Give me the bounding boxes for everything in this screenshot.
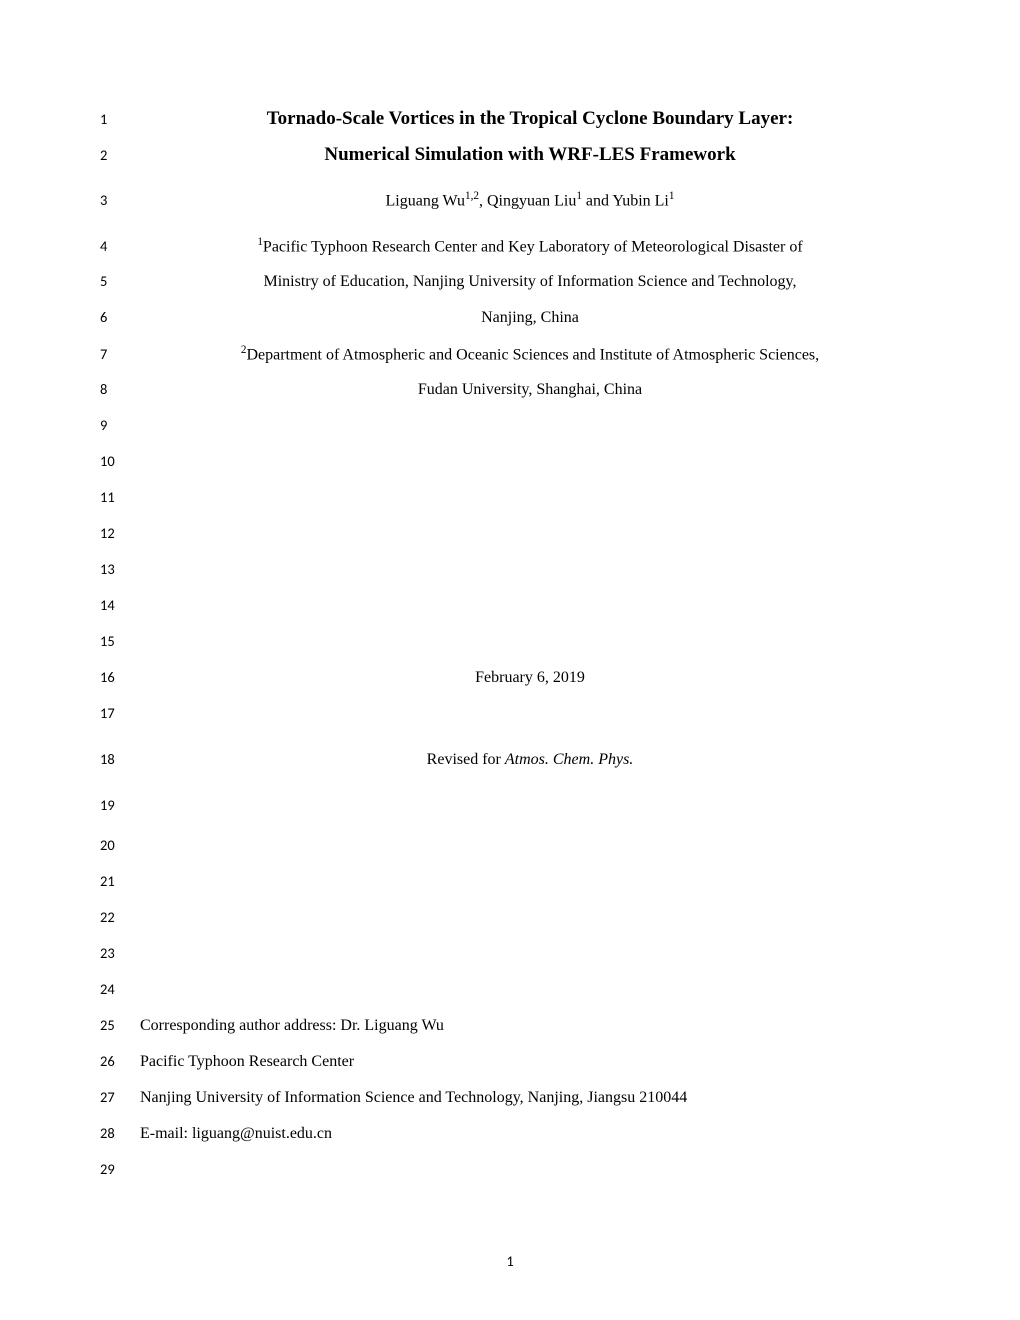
manuscript-line: 14 [100, 596, 920, 628]
manuscript-line: 3 Liguang Wu1,2, Qingyuan Liu 1 and Yubin… [100, 190, 920, 222]
manuscript-line: 16 February 6, 2019 [100, 668, 920, 700]
manuscript-line: 7 2Department of Atmospheric and Oceanic… [100, 344, 920, 376]
line-number: 4 [100, 237, 140, 255]
manuscript-line: 23 [100, 944, 920, 976]
date-line: February 6, 2019 [140, 669, 920, 687]
line-number: 19 [100, 796, 140, 814]
manuscript-line: 17 [100, 704, 920, 736]
manuscript-line: 27 Nanjing University of Information Sci… [100, 1088, 920, 1120]
line-number: 1 [100, 110, 140, 128]
line-number: 11 [100, 488, 140, 506]
title-line-2: Numerical Simulation with WRF-LES Framew… [140, 144, 920, 166]
line-number: 24 [100, 980, 140, 998]
manuscript-line: 22 [100, 908, 920, 940]
manuscript-line: 19 [100, 796, 920, 832]
manuscript-line: 29 [100, 1160, 920, 1192]
manuscript-line: 2 Numerical Simulation with WRF-LES Fram… [100, 144, 920, 176]
manuscript-line: 5 Ministry of Education, Nanjing Univers… [100, 272, 920, 304]
manuscript-line: 4 1Pacific Typhoon Research Center and K… [100, 236, 920, 268]
title-line-1: Tornado-Scale Vortices in the Tropical C… [140, 108, 920, 130]
line-number: 14 [100, 596, 140, 614]
manuscript-line: 8 Fudan University, Shanghai, China [100, 380, 920, 412]
line-number: 26 [100, 1052, 140, 1070]
author-name: , Qingyuan Liu [479, 192, 576, 209]
line-number: 21 [100, 872, 140, 890]
manuscript-line: 11 [100, 488, 920, 520]
line-number: 28 [100, 1124, 140, 1142]
manuscript-line: 1 Tornado-Scale Vortices in the Tropical… [100, 108, 920, 140]
line-number: 12 [100, 524, 140, 542]
revised-line: Revised for Atmos. Chem. Phys. [140, 751, 920, 769]
manuscript-line: 25 Corresponding author address: Dr. Lig… [100, 1016, 920, 1048]
manuscript-line: 24 [100, 980, 920, 1012]
manuscript-line: 28 E-mail: liguang@nuist.edu.cn [100, 1124, 920, 1156]
line-number: 15 [100, 632, 140, 650]
manuscript-line: 26 Pacific Typhoon Research Center [100, 1052, 920, 1084]
corresponding-line: Nanjing University of Information Scienc… [140, 1089, 920, 1107]
corresponding-line: Corresponding author address: Dr. Liguan… [140, 1017, 920, 1035]
affiliation-text: Department of Atmospheric and Oceanic Sc… [246, 346, 819, 363]
line-number: 17 [100, 704, 140, 722]
page-number: 1 [0, 1252, 1020, 1270]
author-sup: 1 [669, 190, 675, 202]
manuscript-line: 6 Nanjing, China [100, 308, 920, 340]
revised-prefix: Revised for [427, 751, 505, 768]
affiliation-line: Nanjing, China [140, 309, 920, 327]
line-number: 25 [100, 1016, 140, 1034]
line-number: 2 [100, 146, 140, 164]
line-number: 6 [100, 308, 140, 326]
corresponding-line: E-mail: liguang@nuist.edu.cn [140, 1125, 920, 1143]
line-number: 9 [100, 416, 140, 434]
line-number: 18 [100, 750, 140, 768]
line-number: 22 [100, 908, 140, 926]
affiliation-text: Pacific Typhoon Research Center and Key … [263, 238, 803, 255]
manuscript-line: 9 [100, 416, 920, 448]
line-number: 16 [100, 668, 140, 686]
line-number: 5 [100, 272, 140, 290]
affiliation-line: Fudan University, Shanghai, China [140, 381, 920, 399]
line-number: 8 [100, 380, 140, 398]
manuscript-line: 10 [100, 452, 920, 484]
corresponding-line: Pacific Typhoon Research Center [140, 1053, 920, 1071]
manuscript-line: 13 [100, 560, 920, 592]
line-number: 20 [100, 836, 140, 854]
revised-journal: Atmos. Chem. Phys. [505, 751, 633, 768]
author-name: Liguang Wu [386, 192, 466, 209]
authors: Liguang Wu1,2, Qingyuan Liu 1 and Yubin L… [140, 190, 920, 210]
author-sup: 1,2 [465, 190, 479, 202]
manuscript-line: 18 Revised for Atmos. Chem. Phys. [100, 750, 920, 782]
affiliation-line: Ministry of Education, Nanjing Universit… [140, 273, 920, 291]
manuscript-line: 15 [100, 632, 920, 664]
line-number: 3 [100, 191, 140, 209]
line-number: 13 [100, 560, 140, 578]
manuscript-line: 20 [100, 836, 920, 868]
line-number: 10 [100, 452, 140, 470]
line-number: 27 [100, 1088, 140, 1106]
manuscript-line: 21 [100, 872, 920, 904]
line-number: 29 [100, 1160, 140, 1178]
affiliation-line: 1Pacific Typhoon Research Center and Key… [140, 236, 920, 256]
line-number: 23 [100, 944, 140, 962]
author-name: and Yubin Li [582, 192, 669, 209]
manuscript-line: 12 [100, 524, 920, 556]
line-number: 7 [100, 345, 140, 363]
affiliation-line: 2Department of Atmospheric and Oceanic S… [140, 344, 920, 364]
